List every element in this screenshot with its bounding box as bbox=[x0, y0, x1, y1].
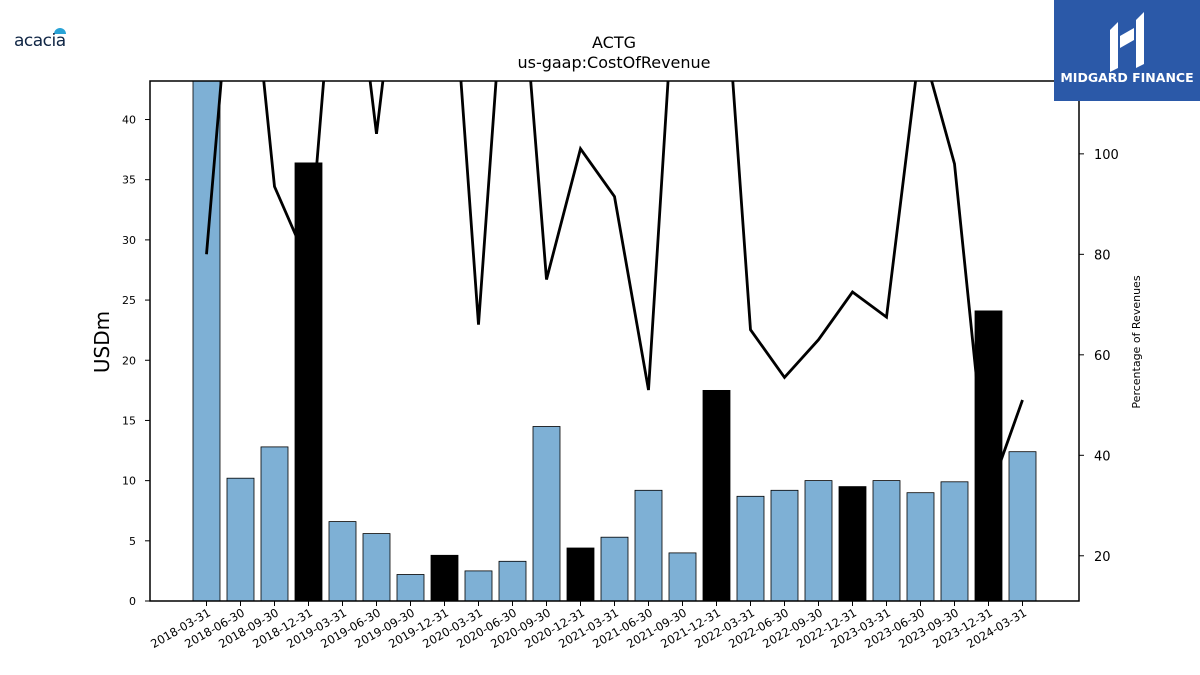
bar bbox=[498, 560, 527, 602]
y-right-tick-label: 40 bbox=[1094, 449, 1111, 464]
y-tick-label: 0 bbox=[129, 595, 136, 608]
y-axis-left: 0 5 10 15 20 25 30 35 40 bbox=[122, 114, 150, 608]
bar bbox=[804, 480, 833, 602]
y-tick-label: 20 bbox=[122, 354, 136, 367]
bar bbox=[940, 481, 969, 602]
y-tick-label: 10 bbox=[122, 475, 136, 488]
bar bbox=[1008, 451, 1037, 602]
bar bbox=[838, 486, 867, 602]
bar bbox=[600, 536, 629, 602]
bar bbox=[872, 480, 901, 602]
bar bbox=[974, 310, 1003, 602]
bar bbox=[702, 389, 731, 602]
line-series bbox=[205, 81, 1024, 496]
y-axis-label: USDm bbox=[90, 311, 114, 373]
bar bbox=[328, 521, 357, 602]
x-axis: 2018-03-312018-06-302018-09-302018-12-31… bbox=[148, 601, 1029, 651]
y-right-tick-label: 80 bbox=[1094, 248, 1111, 263]
bar bbox=[294, 162, 323, 602]
bar bbox=[362, 533, 391, 602]
y-tick-label: 35 bbox=[122, 174, 136, 187]
bar bbox=[430, 554, 459, 602]
bar bbox=[192, 80, 221, 602]
bar bbox=[260, 446, 289, 602]
chart-title: ACTG bbox=[592, 33, 636, 52]
y-axis-right-label: Percentage of Revenues bbox=[1130, 275, 1143, 408]
company-logo-text: acacia bbox=[14, 31, 66, 51]
brand-watermark: MIDGARD FINANCE bbox=[1054, 0, 1200, 101]
bar bbox=[736, 495, 765, 602]
y-right-tick-label: 20 bbox=[1094, 550, 1111, 565]
bar bbox=[464, 570, 493, 602]
y-tick-label: 30 bbox=[122, 234, 136, 247]
chart-subtitle: us-gaap:CostOfRevenue bbox=[517, 53, 710, 72]
brand-logo-icon bbox=[1054, 0, 1200, 101]
percentage-line bbox=[205, 81, 1024, 496]
plot-frame bbox=[149, 80, 1080, 602]
bar bbox=[566, 547, 595, 602]
y-tick-label: 25 bbox=[122, 294, 136, 307]
y-right-tick-label: 100 bbox=[1094, 148, 1119, 163]
bar-series bbox=[192, 80, 1037, 602]
bar bbox=[226, 477, 255, 602]
logo-mark-icon bbox=[54, 28, 66, 34]
bar bbox=[634, 489, 663, 602]
bar bbox=[668, 552, 697, 602]
bar bbox=[906, 492, 935, 602]
bar bbox=[770, 489, 799, 602]
y-tick-label: 15 bbox=[122, 414, 136, 427]
bar bbox=[396, 574, 425, 602]
y-right-tick-label: 60 bbox=[1094, 349, 1111, 364]
company-logo: acacia bbox=[12, 26, 82, 56]
bar bbox=[532, 426, 561, 602]
y-axis-right: 20 40 60 80 100 bbox=[1079, 148, 1119, 565]
brand-name: MIDGARD FINANCE bbox=[1060, 70, 1194, 85]
y-tick-label: 5 bbox=[129, 535, 136, 548]
y-tick-label: 40 bbox=[122, 114, 136, 127]
